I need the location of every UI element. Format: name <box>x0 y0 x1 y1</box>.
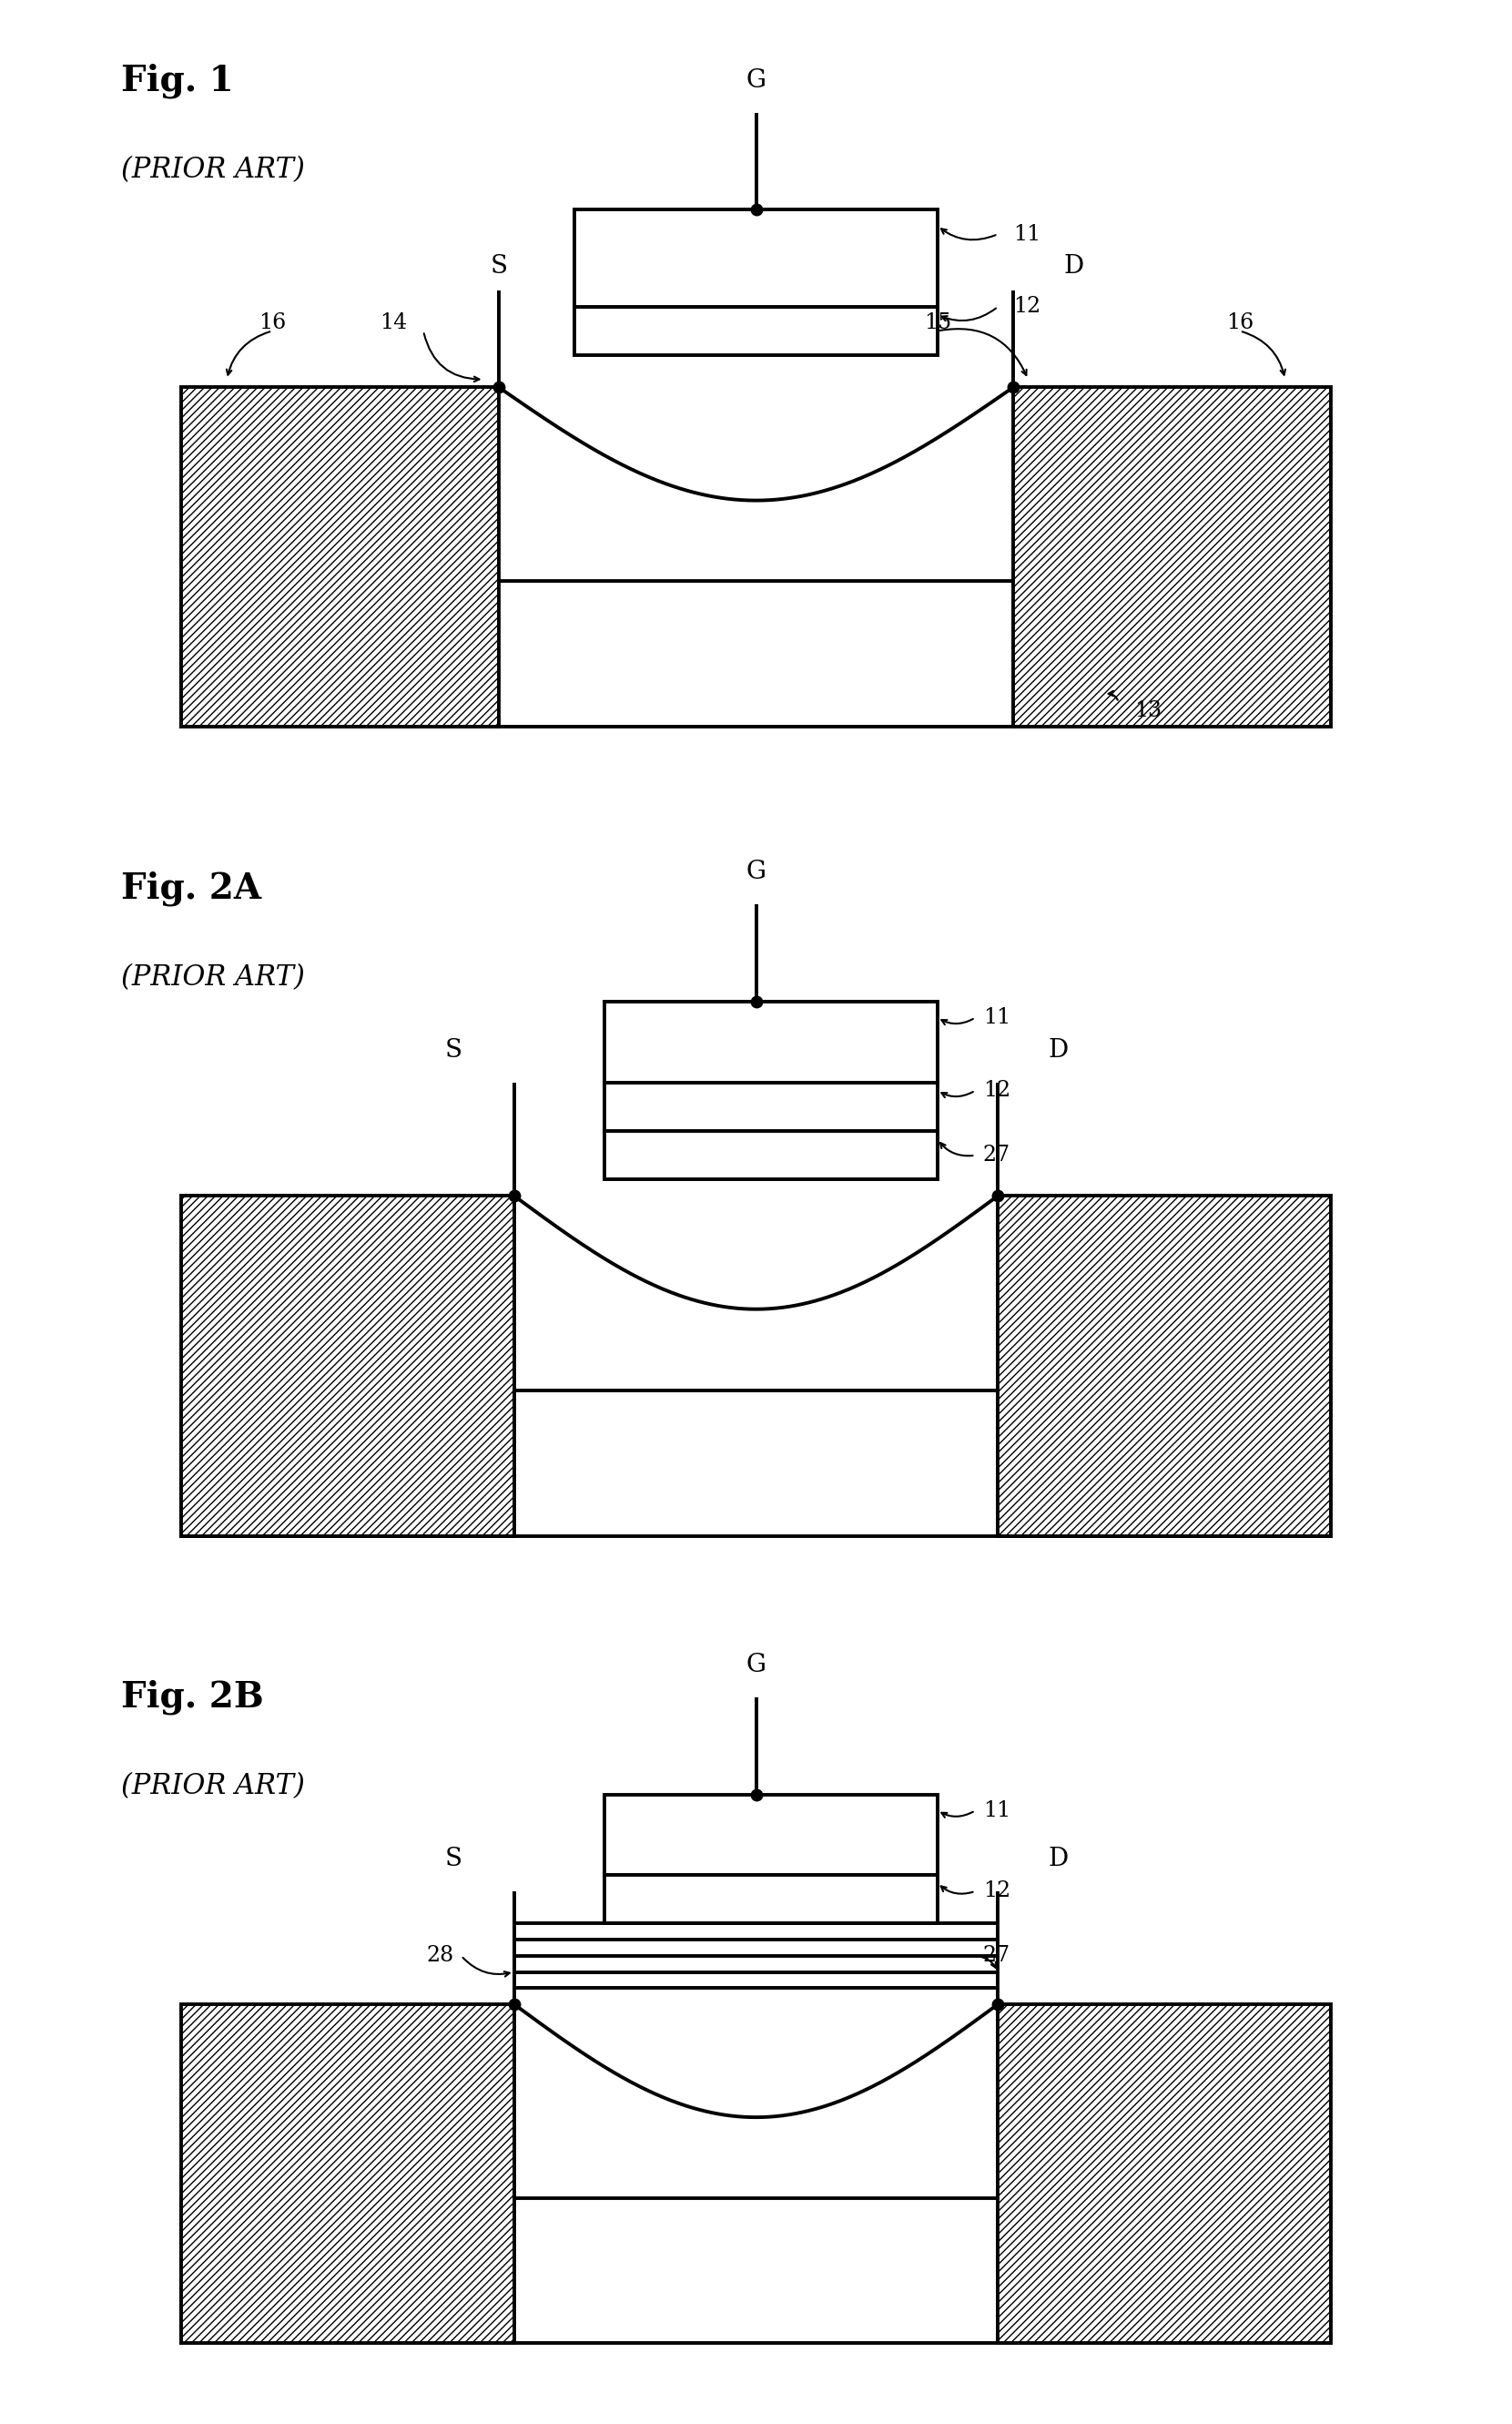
Bar <box>605 1132 937 1180</box>
Text: 15: 15 <box>924 313 951 335</box>
Bar <box>605 1084 937 1132</box>
Bar <box>181 2005 514 2344</box>
Text: S: S <box>490 255 508 279</box>
Text: (PRIOR ART): (PRIOR ART) <box>121 1772 305 1801</box>
Text: 12: 12 <box>1013 296 1040 318</box>
Bar <box>1013 388 1331 727</box>
Text: (PRIOR ART): (PRIOR ART) <box>121 155 305 184</box>
Bar <box>998 2005 1331 2344</box>
Text: Fig. 2B: Fig. 2B <box>121 1680 263 1716</box>
Text: 28: 28 <box>426 1946 454 1966</box>
Text: S: S <box>445 1847 463 1871</box>
Text: 11: 11 <box>1013 223 1040 245</box>
Text: 12: 12 <box>983 1881 1010 1903</box>
Text: G: G <box>745 861 767 885</box>
Text: G: G <box>745 1653 767 1677</box>
Text: (PRIOR ART): (PRIOR ART) <box>121 962 305 991</box>
Bar <box>998 1195 1331 1537</box>
Text: D: D <box>1048 1037 1069 1062</box>
Bar <box>575 308 937 356</box>
Text: 13: 13 <box>1134 701 1161 720</box>
Text: 27: 27 <box>983 1946 1010 1966</box>
Text: D: D <box>1063 255 1084 279</box>
Text: Fig. 1: Fig. 1 <box>121 63 234 99</box>
Text: Fig. 2A: Fig. 2A <box>121 870 262 907</box>
Text: 16: 16 <box>259 313 286 335</box>
Text: 14: 14 <box>380 313 407 335</box>
Text: D: D <box>1048 1847 1069 1871</box>
Text: 11: 11 <box>983 1008 1010 1028</box>
Text: 11: 11 <box>983 1801 1010 1820</box>
Text: S: S <box>445 1037 463 1062</box>
Bar <box>181 582 1331 727</box>
Text: 16: 16 <box>1226 313 1253 335</box>
Bar <box>181 2199 1331 2344</box>
Bar <box>181 388 499 727</box>
Bar <box>605 1794 937 1876</box>
Bar <box>181 1389 1331 1537</box>
Bar <box>181 1195 514 1537</box>
Bar <box>605 1876 937 1925</box>
Text: 27: 27 <box>983 1144 1010 1166</box>
Text: G: G <box>745 68 767 92</box>
Bar <box>605 1001 937 1084</box>
Text: 12: 12 <box>983 1081 1010 1100</box>
Bar <box>575 211 937 308</box>
